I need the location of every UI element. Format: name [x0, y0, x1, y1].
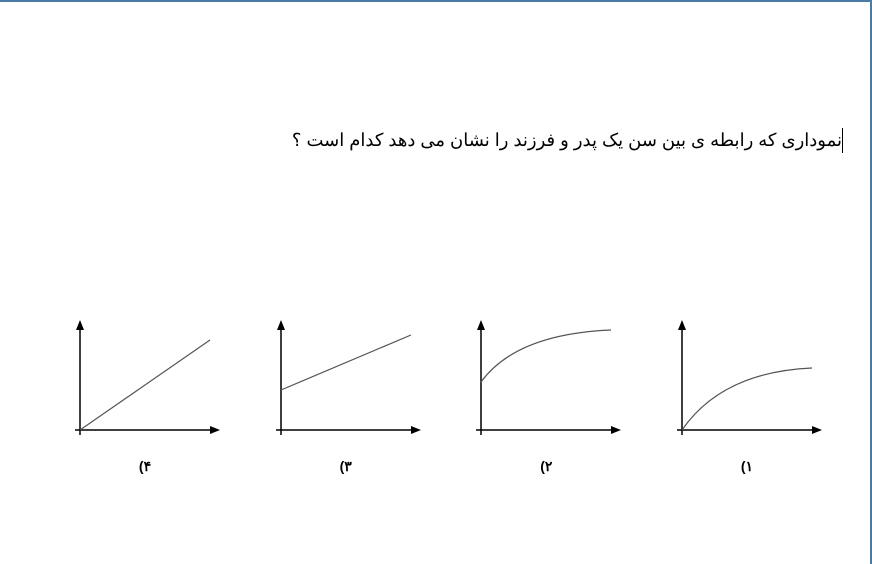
- charts-row: (۴ (۳ (۲: [60, 320, 832, 475]
- frame-border-top: [0, 0, 872, 2]
- chart-svg-3: [261, 320, 431, 450]
- chart-label-1: (۱: [741, 458, 753, 475]
- chart-item-2: (۲: [461, 320, 631, 475]
- chart-svg-4: [60, 320, 230, 450]
- chart-item-1: (۱: [662, 320, 832, 475]
- chart-svg-1: [662, 320, 832, 450]
- chart-item-3: (۳: [261, 320, 431, 475]
- question-text: نموداری که رابطه ی بین سن یک پدر و فرزند…: [292, 130, 842, 151]
- chart-label-4: (۴: [139, 458, 151, 475]
- chart-svg-2: [461, 320, 631, 450]
- chart-label-3: (۳: [340, 458, 352, 475]
- chart-item-4: (۴: [60, 320, 230, 475]
- chart-label-2: (۲: [540, 458, 552, 475]
